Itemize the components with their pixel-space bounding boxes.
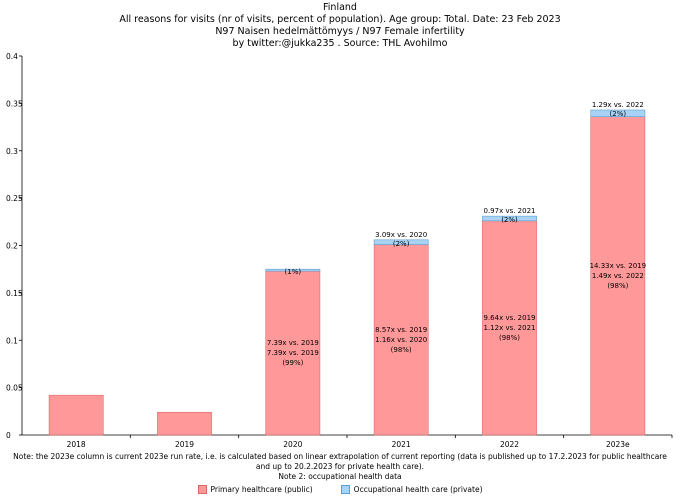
legend-label-occupational: Occupational health care (private) — [353, 485, 483, 494]
x-tick-label: 2021 — [392, 440, 411, 449]
bar-label-occupational: (2%) — [501, 216, 518, 224]
y-tick-label: 0.05 — [6, 384, 23, 393]
y-tick-label: 0.2 — [6, 242, 18, 251]
bar-occupational — [373, 239, 429, 245]
y-tick-label: 0.3 — [6, 147, 18, 156]
bar-label-occupational: (2%) — [610, 110, 627, 118]
bar-primary — [265, 270, 321, 436]
bar-label-primary: 8.57x vs. 2019 — [375, 326, 427, 334]
bar-label-primary: (98%) — [391, 346, 412, 354]
x-tick-label: 2023e — [606, 440, 630, 449]
bar-label-primary: (98%) — [607, 282, 628, 290]
bar-primary — [590, 116, 646, 436]
bar-label-occupational: (2%) — [393, 240, 410, 248]
bar-label-occupational: 3.09x vs. 2020 — [375, 231, 427, 239]
bar-label-primary: 7.39x vs. 2019 — [267, 349, 319, 357]
bar-label-primary: 14.33x vs. 2019 — [590, 262, 646, 270]
legend-label-primary: Primary healthcare (public) — [210, 485, 313, 494]
note-line-3: Note 2: occupational health data — [278, 472, 402, 481]
bar-primary — [373, 244, 429, 436]
x-tick-label: 2019 — [175, 440, 194, 449]
chart-titles: Finland All reasons for visits (nr of vi… — [0, 2, 680, 50]
note-line-1: Note: the 2023e column is current 2023e … — [13, 452, 667, 461]
bar-label-primary: 1.12x vs. 2021 — [483, 324, 535, 332]
chart-legend: Primary healthcare (public) Occupational… — [0, 485, 680, 494]
y-tick-label: 0.25 — [6, 194, 23, 203]
legend-swatch-primary — [197, 485, 207, 494]
bar-chart: 0 0.05 0.1 0.15 0.2 0.25 0.3 0.35 0.4 2018 2019 202… — [6, 52, 673, 449]
y-tick-label: 0 — [6, 431, 11, 440]
x-tick-label: 2022 — [500, 440, 519, 449]
bar-label-occupational: (1%) — [285, 268, 302, 276]
bar-label-primary: (98%) — [499, 334, 520, 342]
y-tick-label: 0.1 — [6, 336, 18, 345]
bar-label-primary: 1.16x vs. 2020 — [375, 336, 427, 344]
chart-title: Finland — [323, 2, 357, 13]
chart-subtitle-2: N97 Naisen hedelmättömyys / N97 Female i… — [215, 26, 465, 37]
chart-subtitle-3: by twitter:@jukka235 . Source: THL Avohi… — [232, 38, 448, 49]
x-tick-label: 2018 — [67, 440, 86, 449]
bar-label-occupational: 0.97x vs. 2021 — [483, 207, 535, 215]
bar-primary — [48, 394, 104, 436]
bar-label-primary: 9.64x vs. 2019 — [483, 314, 535, 322]
y-tick-label: 0.4 — [6, 52, 18, 61]
bar-label-primary: 7.39x vs. 2019 — [267, 339, 319, 347]
legend-item-primary: Primary healthcare (public) — [197, 485, 313, 494]
note-line-2: and up to 20.2.2023 for private health c… — [255, 462, 425, 471]
chart-subtitle-1: All reasons for visits (nr of visits, pe… — [119, 14, 561, 25]
bar-occupational — [482, 215, 537, 222]
bar-primary — [482, 220, 537, 436]
y-tick-label: 0.15 — [6, 289, 23, 298]
bar-label-primary: 1.49x vs. 2022 — [592, 272, 644, 280]
bar-label-occupational: 1.29x vs. 2022 — [592, 101, 644, 109]
chart-notes: Note: the 2023e column is current 2023e … — [0, 452, 680, 482]
bar-primary — [157, 411, 212, 436]
legend-item-occupational: Occupational health care (private) — [340, 485, 483, 494]
bar-label-primary: (99%) — [282, 359, 303, 367]
legend-swatch-occupational — [340, 485, 350, 494]
bar-occupational — [265, 268, 321, 272]
y-tick-label: 0.35 — [6, 99, 23, 108]
x-tick-label: 2020 — [283, 440, 302, 449]
bar-occupational — [590, 109, 646, 117]
